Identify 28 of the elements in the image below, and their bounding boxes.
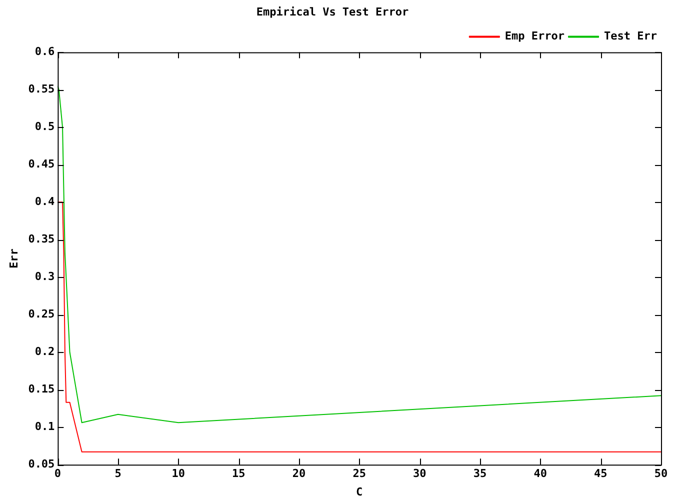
y-tick-label: 0.05 [28,457,55,470]
x-tick-label: 5 [114,467,122,480]
y-tick-label: 0.45 [28,158,55,171]
y-tick-label: 0.1 [34,420,56,433]
y-tick-label: 0.2 [34,344,55,358]
x-tick-label: 40 [534,467,547,480]
legend-label: Test Err [604,30,658,43]
y-tick-label: 0.3 [34,270,55,284]
legend-label: Emp Error [504,30,565,43]
y-tick-label: 0.55 [28,82,55,96]
y-tick-label: 0.35 [28,232,55,246]
y-tick-label: 0.5 [34,120,55,134]
x-tick-label: 0 [54,467,62,480]
x-tick-label: 10 [172,467,185,480]
x-tick-label: 45 [594,467,608,480]
x-tick-label: 30 [413,467,426,480]
y-tick-label: 0.6 [34,45,56,58]
x-tick-label: 15 [232,467,246,480]
y-tick-label: 0.4 [34,195,56,208]
x-tick-label: 25 [352,467,366,480]
x-tick-label: 50 [654,467,668,480]
x-axis-title: C [356,485,363,498]
y-tick-label: 0.25 [28,307,55,320]
y-tick-label: 0.15 [28,382,55,396]
y-axis-title: Err [7,248,20,268]
x-tick-label: 20 [292,467,306,480]
x-tick-label: 35 [473,467,487,480]
chart-title: Empirical Vs Test Error [256,5,410,18]
